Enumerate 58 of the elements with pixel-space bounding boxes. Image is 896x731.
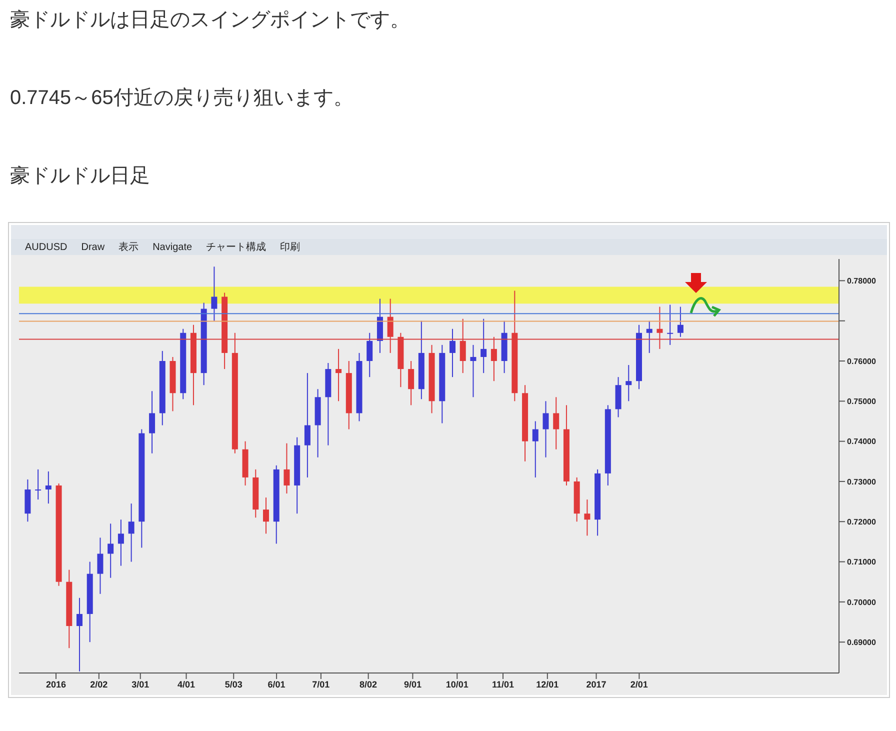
y-tick-label: 0.69000 (847, 638, 876, 647)
x-tick-label: 2016 (46, 679, 66, 690)
candlestick (450, 328, 456, 378)
y-tick-label: 0.74000 (847, 437, 876, 446)
x-tick-label: 4/01 (177, 679, 196, 690)
candlestick (263, 497, 270, 534)
candlestick (76, 597, 83, 672)
x-tick-label: 6/01 (268, 679, 286, 690)
candlestick (532, 420, 538, 478)
text: 豪ドルドルは日足のスイングポイントです。 (10, 8, 411, 33)
candlestick (470, 344, 476, 398)
chart-title: 豪ドルドル日足 (10, 164, 151, 189)
candlestick (35, 468, 42, 500)
candlestick (542, 400, 549, 458)
x-tick-label: 2/02 (90, 679, 108, 690)
y-tick-label: 0.73000 (847, 477, 876, 486)
x-tick-label: 5/03 (224, 679, 242, 690)
x-tick-label: 2/01 (630, 679, 648, 690)
text: AUDUSD (25, 242, 68, 252)
candlestick (45, 470, 52, 504)
x-tick-label: 2017 (586, 679, 606, 690)
candlestick (336, 348, 342, 402)
candlestick (149, 390, 156, 454)
candlestick (646, 320, 652, 354)
x-tick-label: 12/01 (536, 679, 559, 690)
y-tick-label: 0.78000 (847, 276, 876, 286)
text: Navigate (152, 242, 192, 252)
candlestick (480, 318, 487, 374)
y-tick-label: 0.75000 (847, 396, 876, 406)
x-tick-label: 11/01 (492, 679, 514, 690)
candlestick (626, 364, 632, 402)
candlestick (97, 537, 104, 594)
text: Draw (81, 242, 105, 252)
candlestick (553, 396, 560, 450)
text: 0.7745～65付近の戻り売り狙います。 (10, 86, 354, 111)
candlestick (304, 372, 310, 478)
candlestick (118, 519, 124, 566)
text: 表示 (118, 240, 139, 254)
text: 印刷 (280, 240, 300, 254)
candlestick (128, 503, 134, 562)
x-tick-label: 10/01 (446, 679, 468, 690)
x-tick-label: 3/01 (132, 679, 150, 690)
candlestick (284, 442, 290, 494)
candlestick (366, 332, 373, 378)
y-tick-label: 0.70000 (847, 598, 876, 607)
y-tick-label: 0.71000 (847, 558, 876, 567)
x-tick-label: 9/01 (404, 679, 422, 690)
candlestick (677, 306, 684, 338)
candlestick (584, 499, 590, 536)
x-tick-label: 7/01 (312, 679, 330, 690)
y-tick-label: 0.76000 (847, 356, 876, 366)
y-tick-label: 0.72000 (847, 517, 876, 526)
candlestick (108, 523, 114, 578)
candlestick (667, 304, 674, 346)
text: チャート構成 (206, 240, 266, 254)
candlestick (211, 266, 218, 322)
x-tick-label: 8/02 (360, 679, 378, 690)
candlestick (408, 360, 414, 406)
